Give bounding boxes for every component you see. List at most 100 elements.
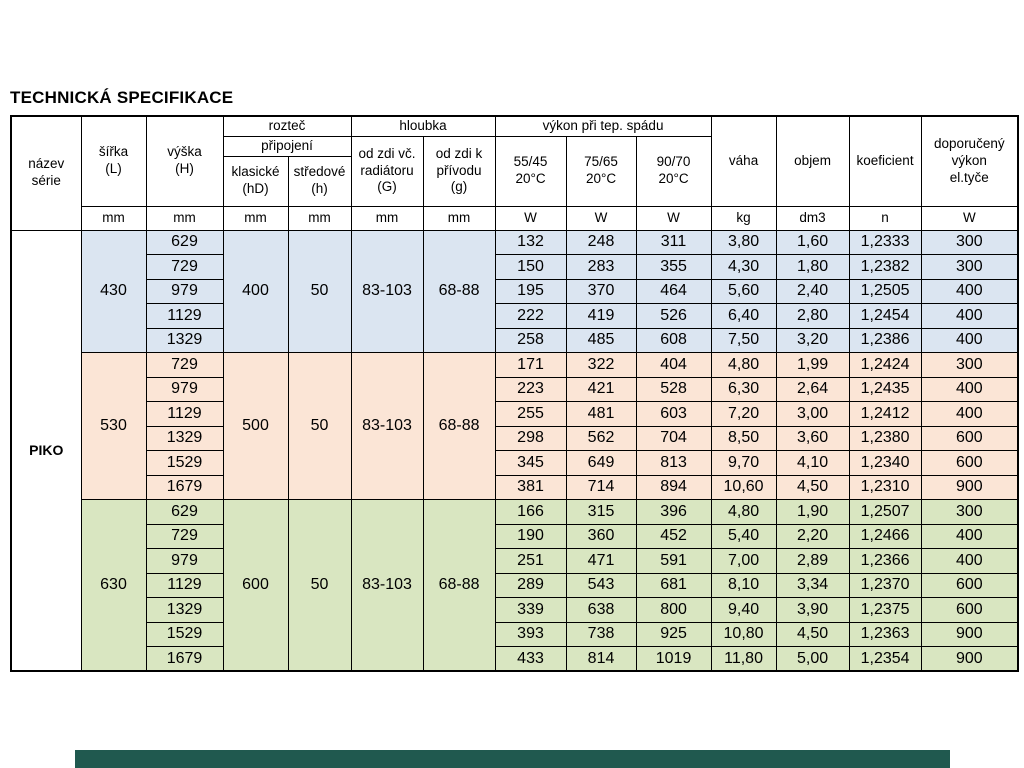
hloubka-od-zdi-k-cell: 68-88 xyxy=(422,499,496,672)
unit-label: W xyxy=(920,205,1019,231)
doporuceny-vykon-cell: 300 xyxy=(920,352,1019,378)
vyska-cell: 629 xyxy=(145,499,224,525)
unit-label: dm3 xyxy=(775,205,850,231)
koeficient-cell: 1,2333 xyxy=(848,229,922,255)
table-row: 1529 393 738 925 10,80 4,50 1,2363 900 xyxy=(11,621,1019,647)
sirka-cell: 530 xyxy=(80,352,147,500)
vykon-90-70-cell: 800 xyxy=(635,597,712,623)
doporuceny-vykon-cell: 900 xyxy=(920,646,1019,672)
vykon-75-65-cell: 322 xyxy=(565,352,637,378)
vykon-90-70-cell: 813 xyxy=(635,450,712,476)
vykon-55-45-cell: 171 xyxy=(494,352,567,378)
objem-cell: 3,20 xyxy=(775,327,850,353)
vykon-75-65-cell: 315 xyxy=(565,499,637,525)
koeficient-cell: 1,2435 xyxy=(848,376,922,402)
koeficient-cell: 1,2363 xyxy=(848,621,922,647)
vykon-55-45-cell: 195 xyxy=(494,278,567,304)
table-row: 979 223 421 528 6,30 2,64 1,2435 400 xyxy=(11,376,1019,402)
vykon-75-65-cell: 248 xyxy=(565,229,637,255)
vaha-cell: 11,80 xyxy=(710,646,777,672)
vykon-90-70-cell: 464 xyxy=(635,278,712,304)
vaha-cell: 7,20 xyxy=(710,401,777,427)
group-header-hloubka: hloubka xyxy=(350,115,496,137)
koeficient-cell: 1,2310 xyxy=(848,474,922,500)
vaha-cell: 9,70 xyxy=(710,450,777,476)
objem-cell: 3,60 xyxy=(775,425,850,451)
koeficient-cell: 1,2454 xyxy=(848,303,922,329)
vykon-90-70-cell: 404 xyxy=(635,352,712,378)
header-row-columns: klasické (hD) středové (h) xyxy=(11,155,1018,207)
table-row: 1129 289 543 681 8,10 3,34 1,2370 600 xyxy=(11,572,1019,598)
koeficient-cell: 1,2370 xyxy=(848,572,922,598)
table-row: PIKO 430 629 400 50 83-103 68-88 132 248 311 3,80 1… xyxy=(10,229,1019,672)
vyska-cell: 1679 xyxy=(145,646,224,672)
page-title: TECHNICKÁ SPECIFIKACE xyxy=(10,88,234,107)
vykon-75-65-cell: 471 xyxy=(565,548,637,574)
hloubka-od-zdi-k-cell: 68-88 xyxy=(422,352,496,500)
vykon-75-65-cell: 543 xyxy=(565,572,637,598)
col-header-doporuceny-vykon: doporučený výkon el.tyče xyxy=(920,115,1019,207)
objem-cell: 2,40 xyxy=(775,278,850,304)
table-row: 1329 258 485 608 7,50 3,20 1,2386 400 xyxy=(11,327,1019,353)
table-row: 1529 345 649 813 9,70 4,10 1,2340 600 xyxy=(11,450,1019,476)
objem-cell: 4,10 xyxy=(775,450,850,476)
unit-label: n xyxy=(848,205,922,231)
vykon-90-70-cell: 355 xyxy=(635,254,712,280)
doporuceny-vykon-cell: 300 xyxy=(920,499,1019,525)
vaha-cell: 7,00 xyxy=(710,548,777,574)
vykon-75-65-cell: 370 xyxy=(565,278,637,304)
vykon-90-70-cell: 1019 xyxy=(635,646,712,672)
vykon-55-45-cell: 339 xyxy=(494,597,567,623)
vykon-90-70-cell: 591 xyxy=(635,548,712,574)
vykon-75-65-cell: 814 xyxy=(565,646,637,672)
table-row: 630 629 600 50 83-103 68-88 166 315 396 4,80 1,90 1… xyxy=(11,499,1019,672)
vaha-cell: 8,10 xyxy=(710,572,777,598)
vykon-75-65-cell: 283 xyxy=(565,254,637,280)
col-header-sirka: šířka (L) xyxy=(80,115,147,207)
objem-cell: 2,89 xyxy=(775,548,850,574)
doporuceny-vykon-cell: 900 xyxy=(920,621,1019,647)
vykon-90-70-cell: 528 xyxy=(635,376,712,402)
unit-label: W xyxy=(565,205,637,231)
vykon-75-65-cell: 485 xyxy=(565,327,637,353)
vyska-cell: 1129 xyxy=(145,401,224,427)
unit-label: mm xyxy=(287,205,352,231)
vyska-cell: 1329 xyxy=(145,597,224,623)
objem-cell: 1,60 xyxy=(775,229,850,255)
table-row: 729 190 360 452 5,40 2,20 1,2466 400 xyxy=(11,523,1019,549)
doporuceny-vykon-cell: 400 xyxy=(920,401,1019,427)
vaha-cell: 5,40 xyxy=(710,523,777,549)
vyska-cell: 1529 xyxy=(145,621,224,647)
col-header-koeficient: koeficient xyxy=(848,115,922,207)
header-row-groups: název série šířka (L) výška (H) rozteč h… xyxy=(10,115,1019,231)
table-row: 1329 339 638 800 9,40 3,90 1,2375 600 xyxy=(11,597,1019,623)
vykon-55-45-cell: 381 xyxy=(494,474,567,500)
vykon-90-70-cell: 396 xyxy=(635,499,712,525)
objem-cell: 3,34 xyxy=(775,572,850,598)
koeficient-cell: 1,2507 xyxy=(848,499,922,525)
vykon-55-45-cell: 251 xyxy=(494,548,567,574)
doporuceny-vykon-cell: 400 xyxy=(920,376,1019,402)
vyska-cell: 629 xyxy=(145,229,224,255)
objem-cell: 3,90 xyxy=(775,597,850,623)
table-body: PIKO 430 629 400 50 83-103 68-88 132 248 311 3,80 1… xyxy=(10,229,1019,672)
vykon-55-45-cell: 150 xyxy=(494,254,567,280)
vyska-cell: 979 xyxy=(145,548,224,574)
sirka-cell: 430 xyxy=(80,229,147,353)
doporuceny-vykon-cell: 400 xyxy=(920,548,1019,574)
koeficient-cell: 1,2386 xyxy=(848,327,922,353)
vykon-90-70-cell: 608 xyxy=(635,327,712,353)
koeficient-cell: 1,2380 xyxy=(848,425,922,451)
col-header-vaha: váha xyxy=(710,115,777,207)
vykon-75-65-cell: 421 xyxy=(565,376,637,402)
hloubka-od-zdi-vc-cell: 83-103 xyxy=(350,499,424,672)
doporuceny-vykon-cell: 400 xyxy=(920,278,1019,304)
table-row: 1679 381 714 894 10,60 4,50 1,2310 900 xyxy=(11,474,1019,500)
unit-label: mm xyxy=(145,205,224,231)
vykon-55-45-cell: 190 xyxy=(494,523,567,549)
roztec-stredove-cell: 50 xyxy=(287,352,352,500)
doporuceny-vykon-cell: 400 xyxy=(920,303,1019,329)
vyska-cell: 729 xyxy=(145,254,224,280)
koeficient-cell: 1,2424 xyxy=(848,352,922,378)
